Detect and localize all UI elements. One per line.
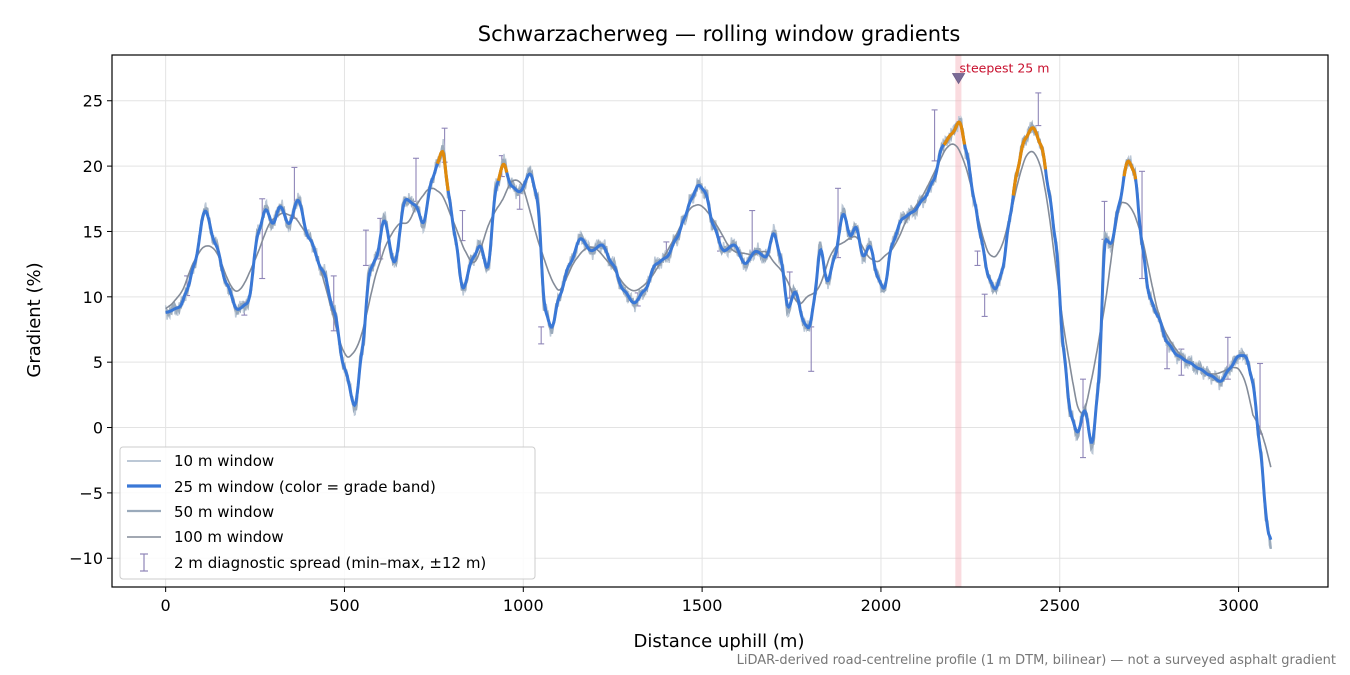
highlight-band-rect — [955, 55, 962, 587]
x-axis-label: Distance uphill (m) — [634, 631, 805, 652]
x-tick-label: 500 — [329, 596, 360, 615]
y-tick-label: 25 — [83, 92, 103, 111]
series-25m-line — [165, 120, 1273, 541]
legend-label-100m: 100 m window — [174, 528, 284, 546]
plot-frame — [111, 54, 1329, 588]
series-25m-steep-segment — [942, 120, 967, 146]
x-tick-label: 2500 — [1039, 596, 1080, 615]
x-tick-label: 0 — [161, 596, 171, 615]
spread-bar — [974, 250, 981, 266]
spread-bar — [808, 326, 815, 372]
chart-title: Schwarzacherweg — rolling window gradien… — [478, 22, 961, 46]
legend-label-spread: 2 m diagnostic spread (min–max, ±12 m) — [174, 554, 486, 572]
x-tick-label: 1000 — [503, 596, 544, 615]
spread-bar — [1035, 92, 1042, 127]
y-tick-label: −10 — [69, 549, 103, 568]
x-tick-label: 3000 — [1218, 596, 1259, 615]
series-25m-steep-segment — [496, 162, 509, 182]
spread-bar — [413, 157, 419, 202]
series-layer — [164, 114, 1273, 550]
x-tick-label: 2000 — [861, 596, 902, 615]
spread-series-layer — [184, 92, 1264, 459]
series-25m-steep-segment — [1122, 159, 1138, 180]
legend: 10 m window 25 m window (color = grade b… — [119, 446, 536, 580]
spread-bar — [1139, 170, 1146, 280]
steepest-highlight-band — [955, 55, 962, 587]
spread-bar — [459, 209, 466, 242]
legend-label-50m: 50 m window — [174, 503, 274, 521]
spread-bar — [931, 109, 938, 162]
spread-bar — [981, 293, 988, 317]
annotation-layer: steepest 25 m — [951, 61, 1050, 85]
y-tick-label: 5 — [93, 353, 103, 372]
spread-bar — [362, 229, 369, 266]
tick-layer: 0 500 1000 1500 2000 2500 3000 −10 −5 0 5 10 15 20 25 — [69, 92, 1259, 615]
y-axis-label: Gradient (%) — [24, 262, 45, 377]
spread-bar — [749, 209, 756, 255]
spread-bar — [538, 326, 545, 345]
series-100m-line — [165, 143, 1272, 468]
x-tick-label: 1500 — [682, 596, 723, 615]
y-tick-label: 20 — [83, 157, 103, 176]
legend-label-10m: 10 m window — [174, 452, 274, 470]
legend-label-25m: 25 m window (color = grade band) — [174, 478, 436, 496]
y-tick-label: 10 — [83, 288, 103, 307]
footnote: LiDAR-derived road-centreline profile (1… — [737, 653, 1336, 668]
steepest-annotation-label: steepest 25 m — [960, 61, 1050, 76]
spread-bar — [259, 198, 266, 280]
y-tick-label: 0 — [93, 419, 103, 438]
spread-bar — [330, 275, 337, 332]
series-25m-steep-segment — [435, 149, 450, 192]
legend-swatch-spread — [140, 553, 148, 572]
y-tick-label: 15 — [83, 222, 103, 241]
series-25m-steep-segment — [1011, 126, 1048, 196]
steepest-marker — [951, 73, 966, 85]
y-tick-label: −5 — [79, 484, 103, 503]
legend-box — [119, 446, 536, 580]
